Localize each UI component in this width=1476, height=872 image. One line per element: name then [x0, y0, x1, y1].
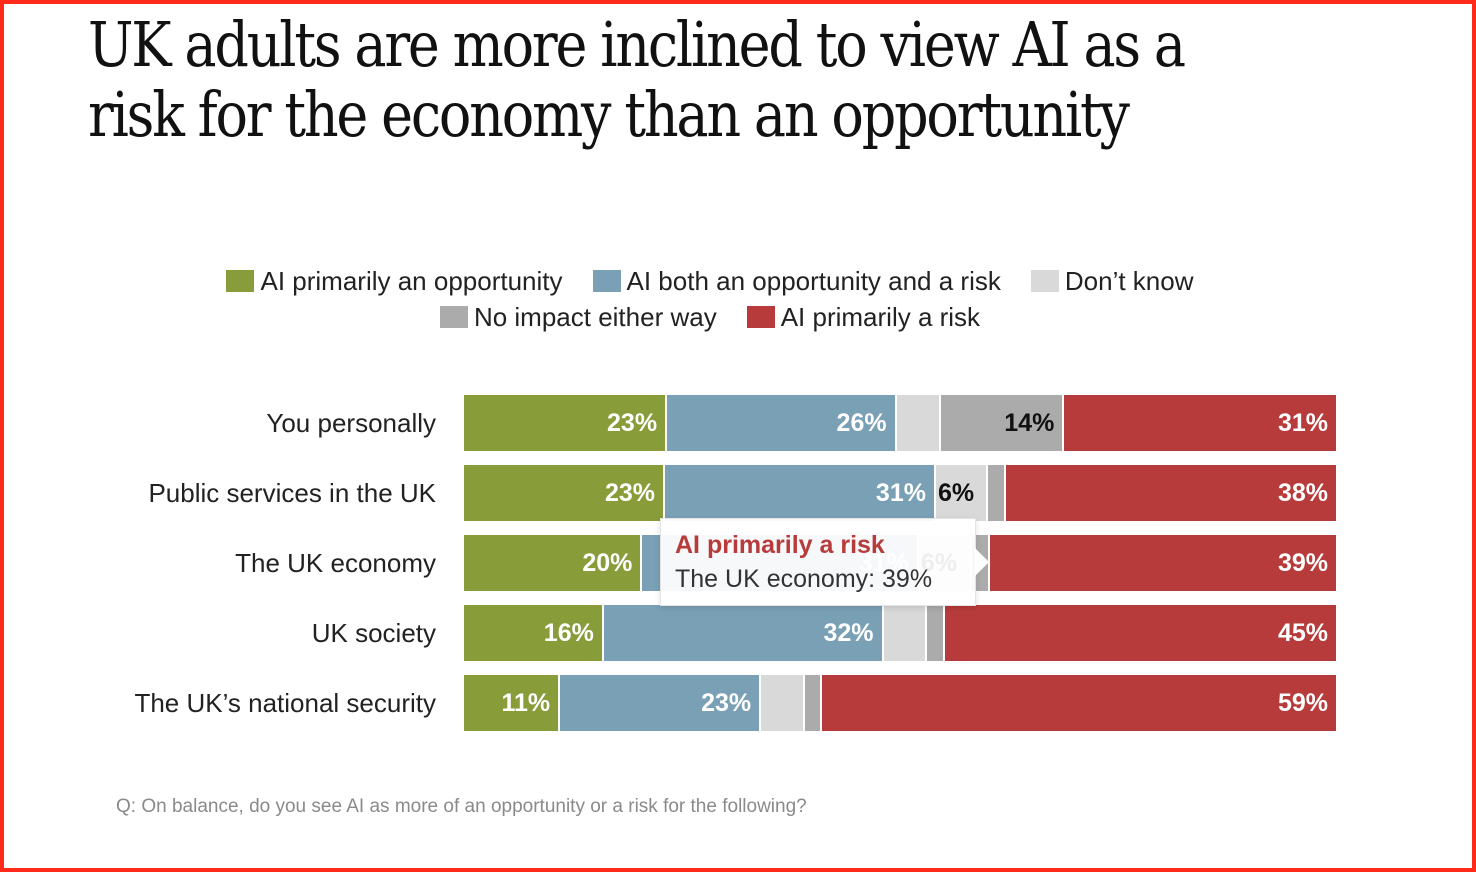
- bar-segment-ai-primarily-a-risk[interactable]: [990, 535, 1336, 591]
- legend-swatch: [439, 306, 468, 328]
- bar-segment-ai-primarily-an-opportunity[interactable]: [464, 605, 602, 661]
- bar-segment-ai-primarily-an-opportunity[interactable]: [464, 395, 666, 451]
- category-label: UK society: [311, 618, 436, 648]
- tooltip-value: The UK economy: 39%: [675, 565, 933, 593]
- bar-segment-no-impact-either-way[interactable]: [804, 675, 821, 731]
- bar-segment-don-t-know[interactable]: [896, 395, 939, 451]
- bar-segment-ai-both-an-opportunity-and-a-risk[interactable]: [665, 465, 934, 521]
- legend-label: Don’t know: [1064, 266, 1194, 296]
- bar-segment-ai-primarily-a-risk[interactable]: [822, 675, 1336, 731]
- legend-label: No impact either way: [473, 302, 717, 332]
- legend-item-ai-both-an-opportunity-and-a-risk[interactable]: AI both an opportunity and a risk: [592, 266, 1001, 296]
- bar-segment-ai-primarily-a-risk[interactable]: [1064, 395, 1336, 451]
- data-label: 38%: [1277, 479, 1328, 507]
- bar-segment-ai-both-an-opportunity-and-a-risk[interactable]: [560, 675, 760, 731]
- bar-segment-no-impact-either-way[interactable]: [940, 395, 1063, 451]
- legend-item-ai-primarily-a-risk[interactable]: AI primarily a risk: [746, 302, 981, 332]
- data-label: 31%: [1277, 409, 1328, 437]
- legend-item-no-impact-either-way[interactable]: No impact either way: [439, 302, 717, 332]
- data-label: 31%: [875, 479, 926, 507]
- legend-label: AI primarily a risk: [780, 302, 981, 332]
- data-label: 16%: [543, 619, 594, 647]
- data-label: 39%: [1277, 549, 1328, 577]
- bar-segment-ai-primarily-an-opportunity[interactable]: [464, 675, 559, 731]
- bar-segment-no-impact-either-way[interactable]: [988, 465, 1004, 521]
- category-label: You personally: [266, 408, 436, 438]
- bar-segment-ai-primarily-a-risk[interactable]: [1005, 465, 1336, 521]
- tooltip-arrow: [975, 548, 989, 576]
- legend-swatch: [226, 270, 255, 292]
- bar-segment-no-impact-either-way[interactable]: [927, 605, 943, 661]
- tooltip-series: AI primarily a risk: [675, 531, 885, 559]
- data-label: 6%: [937, 479, 975, 507]
- bar-segment-ai-primarily-a-risk[interactable]: [944, 605, 1336, 661]
- data-label: 32%: [823, 619, 874, 647]
- legend-swatch: [1030, 270, 1059, 292]
- category-label: The UK economy: [235, 548, 436, 578]
- data-label: 23%: [604, 479, 656, 507]
- legend-item-don-t-know[interactable]: Don’t know: [1030, 266, 1194, 296]
- data-label: 20%: [582, 549, 633, 577]
- data-label: 23%: [607, 409, 658, 437]
- bar-segment-don-t-know[interactable]: [761, 675, 803, 731]
- legend-item-ai-primarily-an-opportunity[interactable]: AI primarily an opportunity: [226, 266, 563, 296]
- legend: AI primarily an opportunity AI both an op…: [180, 266, 1240, 332]
- bar-segment-ai-both-an-opportunity-and-a-risk[interactable]: [667, 395, 895, 451]
- data-label: 11%: [501, 689, 551, 717]
- legend-label: AI both an opportunity and a risk: [626, 266, 1001, 296]
- category-label: The UK’s national security: [134, 688, 436, 718]
- category-label: Public services in the UK: [148, 478, 436, 508]
- data-label: 59%: [1277, 689, 1328, 717]
- legend-swatch: [746, 306, 775, 328]
- data-label: 45%: [1277, 619, 1328, 647]
- chart-tooltip: AI primarily a risk The UK economy: 39%: [660, 518, 976, 606]
- survey-question-footnote: Q: On balance, do you see AI as more of …: [116, 796, 807, 817]
- bar-segment-ai-primarily-an-opportunity[interactable]: [464, 465, 664, 521]
- bar-segment-don-t-know[interactable]: [883, 605, 926, 661]
- data-label: 14%: [1004, 409, 1055, 437]
- chart-title: UK adults are more inclined to view AI a…: [88, 8, 1186, 151]
- data-label: 23%: [701, 689, 752, 717]
- bar-segment-ai-both-an-opportunity-and-a-risk[interactable]: [603, 605, 882, 661]
- legend-swatch: [592, 270, 621, 292]
- bar-segment-ai-primarily-an-opportunity[interactable]: [464, 535, 641, 591]
- legend-label: AI primarily an opportunity: [260, 266, 563, 296]
- data-label: 26%: [836, 409, 887, 437]
- bar-segment-don-t-know[interactable]: [935, 465, 987, 521]
